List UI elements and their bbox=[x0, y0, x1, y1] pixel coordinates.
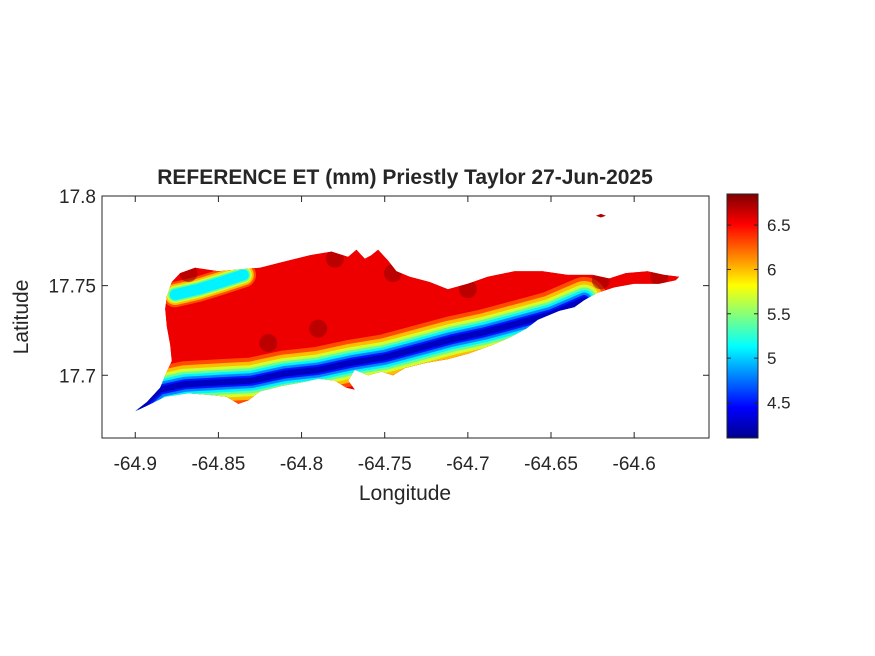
colorbar-tick-label: 6.5 bbox=[767, 216, 791, 235]
heatmap-hotspot bbox=[309, 319, 328, 338]
x-tick-label: -64.75 bbox=[358, 454, 412, 475]
x-tick-label: -64.65 bbox=[524, 454, 578, 475]
colorbar-tick-label: 6 bbox=[767, 260, 776, 279]
axes-box bbox=[101, 195, 710, 439]
heatmap-band bbox=[137, 297, 588, 411]
colorbar-tick-label: 4.5 bbox=[767, 394, 791, 413]
heatmap-hotspot bbox=[325, 249, 344, 268]
y-tick-label: 17.75 bbox=[48, 277, 96, 298]
y-axis-label: Latitude bbox=[10, 280, 33, 355]
colorbar: 4.5 5 5.5 6 6.5 bbox=[726, 193, 791, 439]
x-tick-label: -64.7 bbox=[446, 454, 489, 475]
heatmap-band bbox=[169, 269, 249, 301]
colorbar-tick-label: 5 bbox=[767, 349, 776, 368]
colorbar-tick-label: 5.5 bbox=[767, 305, 791, 324]
x-axis: -64.9 -64.85 -64.8 -64.75 -64.7 -64.65 -64.6 bbox=[114, 196, 656, 475]
x-axis-label: Longitude bbox=[359, 482, 451, 505]
x-tick-label: -64.85 bbox=[191, 454, 245, 475]
colorbar-gradient bbox=[726, 193, 759, 439]
y-tick-label: 17.8 bbox=[59, 187, 96, 208]
chart-title: REFERENCE ET (mm) Priestly Taylor 27-Jun… bbox=[157, 166, 653, 189]
x-tick-label: -64.9 bbox=[114, 454, 157, 475]
plot-area: -64.9 -64.85 -64.8 -64.75 -64.7 -64.65 -64.6 1… bbox=[48, 187, 710, 475]
y-axis: 17.7 17.75 17.8 bbox=[48, 187, 709, 387]
colorbar-ticks: 4.5 5 5.5 6 6.5 bbox=[727, 216, 791, 413]
y-tick-label: 17.7 bbox=[59, 366, 96, 387]
heatmap-hotspot bbox=[259, 333, 278, 352]
x-tick-label: -64.8 bbox=[280, 454, 323, 475]
cay-patch bbox=[595, 213, 606, 218]
x-tick-label: -64.6 bbox=[613, 454, 656, 475]
